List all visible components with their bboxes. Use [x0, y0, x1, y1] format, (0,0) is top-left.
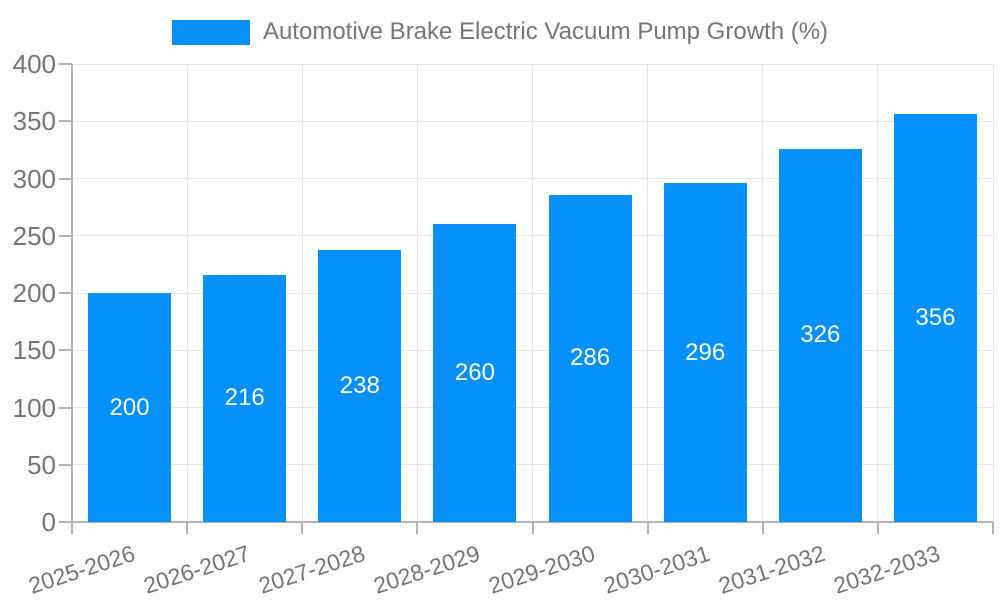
- legend: Automotive Brake Electric Vacuum Pump Gr…: [0, 0, 1000, 46]
- bar[interactable]: 238: [318, 249, 402, 522]
- x-axis-line: [72, 521, 993, 523]
- y-axis-tick: [59, 63, 72, 65]
- bar-value-label: 286: [570, 344, 611, 372]
- y-axis-tick: [59, 177, 72, 180]
- bar[interactable]: 356: [893, 114, 977, 522]
- x-axis-label: 2029-2030: [485, 540, 599, 599]
- x-axis-tick: [876, 522, 879, 534]
- bar-value-label: 216: [224, 384, 265, 412]
- y-axis-label: 0: [41, 507, 56, 537]
- gridline-v: [532, 64, 533, 522]
- y-axis-label: 350: [12, 106, 56, 137]
- x-axis-label: 2027-2028: [255, 540, 368, 599]
- y-axis-tick: [59, 463, 72, 466]
- x-axis-label-anchor: 2027-2028: [250, 540, 368, 599]
- gridline-v: [647, 64, 649, 522]
- plot-area: 200 216 238 260 286 296 326 356: [59, 63, 994, 534]
- bar[interactable]: 200: [88, 293, 172, 522]
- bar[interactable]: 326: [778, 148, 862, 522]
- y-axis-label: 200: [12, 278, 56, 308]
- y-axis-label: 100: [12, 392, 56, 423]
- y-axis-tick: [59, 349, 72, 352]
- x-axis-tick: [646, 522, 649, 534]
- x-axis-label-anchor: 2031-2032: [710, 540, 829, 599]
- y-axis-label: 150: [12, 335, 56, 366]
- bar[interactable]: 286: [548, 194, 632, 522]
- y-axis-line: [71, 64, 73, 522]
- x-axis-label: 2026-2027: [140, 540, 253, 599]
- x-axis-label: 2028-2029: [370, 540, 483, 599]
- x-axis-tick: [71, 522, 73, 534]
- y-axis-tick: [59, 292, 72, 294]
- bar-value-label: 260: [454, 359, 495, 387]
- x-axis-tick: [186, 522, 189, 534]
- x-axis-label: 2025-2026: [24, 540, 138, 599]
- x-axis-tick: [992, 522, 994, 534]
- gridline-v: [762, 64, 764, 522]
- legend-swatch-icon: [171, 19, 250, 45]
- x-axis-label-anchor: 2028-2029: [365, 540, 483, 599]
- x-axis-tick: [761, 522, 764, 534]
- gridline-v: [301, 64, 303, 522]
- x-axis-label-anchor: 2032-2033: [825, 540, 944, 599]
- bar-value-label: 238: [339, 371, 380, 399]
- gridline-v: [877, 64, 879, 522]
- x-axis-tick: [301, 522, 304, 534]
- y-axis-label: 50: [27, 449, 56, 480]
- y-axis-tick: [59, 521, 72, 523]
- x-axis-label-anchor: 2029-2030: [480, 540, 598, 599]
- legend-label: Automotive Brake Electric Vacuum Pump Gr…: [262, 18, 829, 45]
- y-axis-tick: [59, 234, 72, 237]
- bar[interactable]: 296: [663, 183, 747, 522]
- bar-value-label: 356: [915, 304, 956, 332]
- x-axis-label: 2030-2031: [600, 540, 714, 599]
- y-axis-label: 250: [12, 220, 56, 251]
- y-axis-label: 300: [12, 163, 56, 194]
- gridline-v: [992, 64, 994, 522]
- x-axis-label: 2032-2033: [830, 540, 944, 599]
- bar[interactable]: 216: [203, 274, 287, 522]
- y-axis-tick: [59, 406, 72, 409]
- x-axis-tick: [416, 522, 419, 534]
- gridline-v: [186, 64, 188, 522]
- x-axis-label-anchor: 2026-2027: [135, 540, 253, 599]
- bar-value-label: 200: [109, 393, 150, 421]
- x-axis-tick: [531, 522, 534, 534]
- legend-item[interactable]: Automotive Brake Electric Vacuum Pump Gr…: [171, 18, 829, 46]
- x-axis-label: 2031-2032: [715, 540, 829, 599]
- bar[interactable]: 260: [433, 224, 517, 522]
- gridline-v: [416, 64, 418, 522]
- y-axis-tick: [59, 120, 72, 123]
- bar-value-label: 326: [800, 321, 841, 349]
- x-axis-label-anchor: 2030-2031: [595, 540, 714, 599]
- y-axis-label: 400: [12, 49, 56, 79]
- x-axis-label-anchor: 2025-2026: [20, 540, 138, 599]
- bar-value-label: 296: [685, 338, 726, 366]
